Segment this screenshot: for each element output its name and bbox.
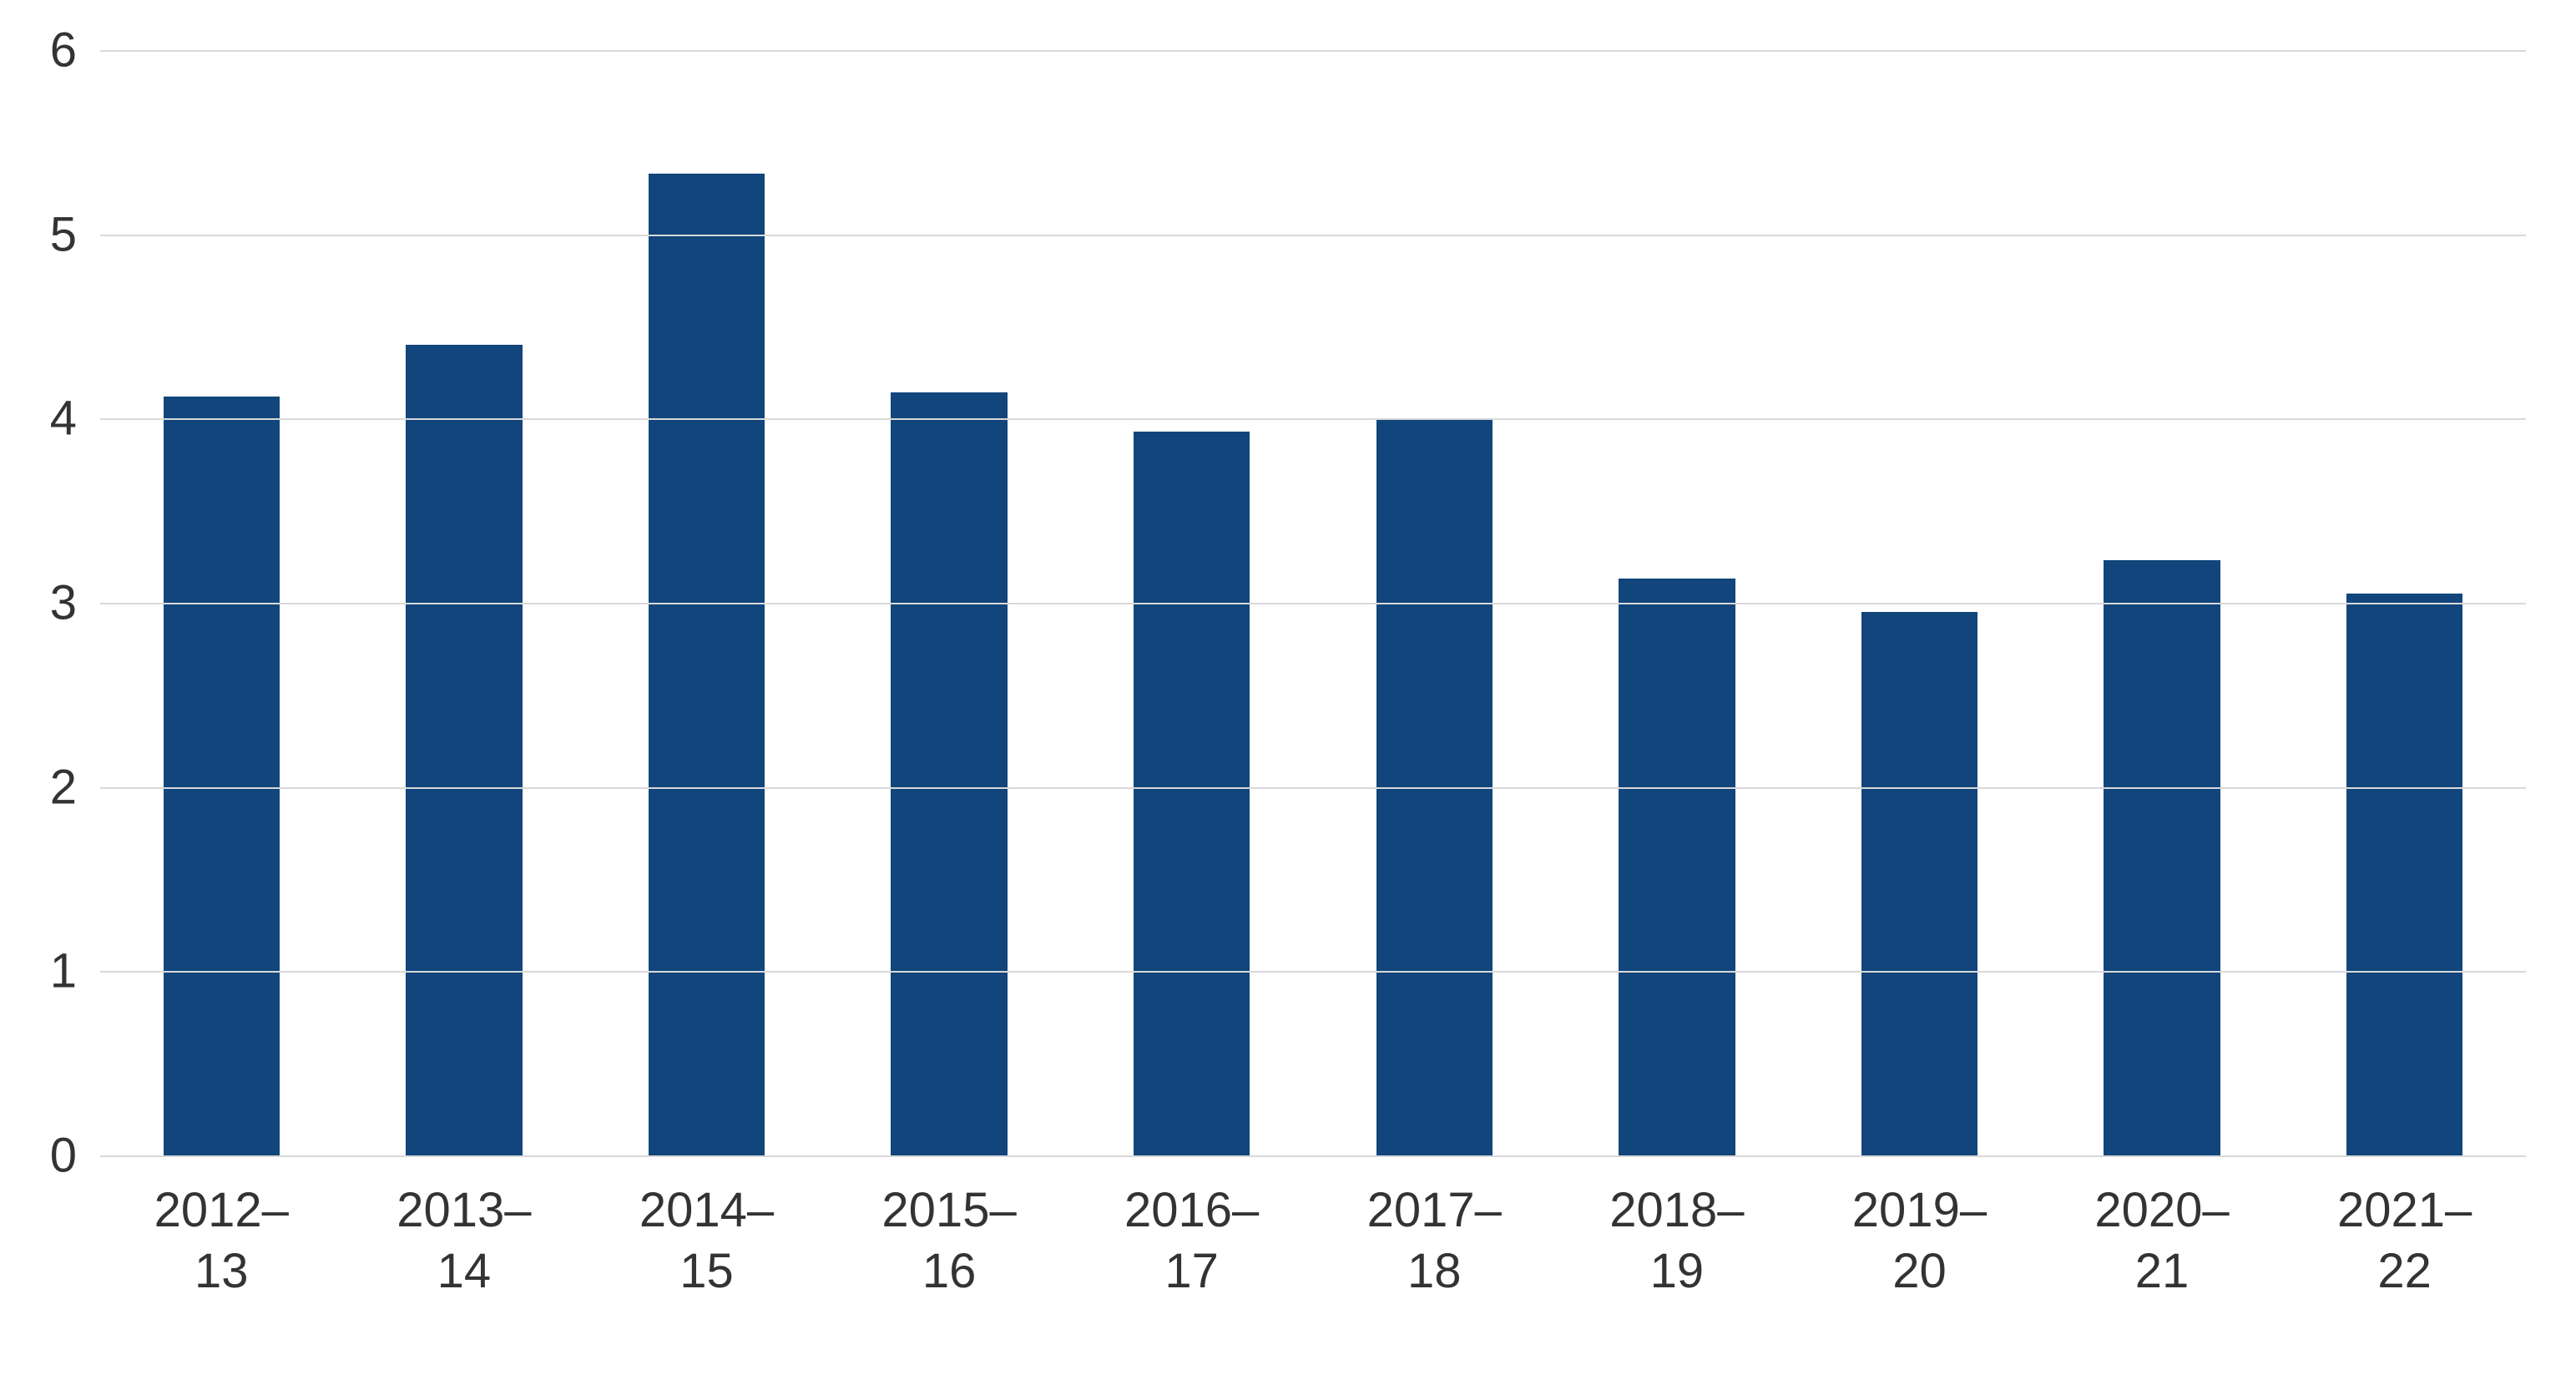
y-tick-label: 0 — [0, 1128, 77, 1184]
gridline — [100, 787, 2526, 789]
gridline — [100, 971, 2526, 973]
bar — [406, 345, 522, 1155]
plot-area — [100, 50, 2526, 1157]
y-tick-label: 6 — [0, 23, 77, 78]
x-tick-label: 2012– 13 — [100, 1180, 343, 1302]
bar — [2346, 594, 2462, 1155]
x-tick-label: 2019– 20 — [1798, 1180, 2041, 1302]
gridline — [100, 418, 2526, 420]
x-tick-label: 2021– 22 — [2283, 1180, 2526, 1302]
gridline — [100, 235, 2526, 236]
x-tick-label: 2018– 19 — [1556, 1180, 1799, 1302]
x-axis-labels: 2012– 132013– 142014– 152015– 162016– 17… — [100, 1180, 2526, 1302]
bar — [164, 397, 280, 1155]
gridline — [100, 603, 2526, 604]
bar — [649, 174, 765, 1155]
x-tick-label: 2013– 14 — [343, 1180, 586, 1302]
y-tick-label: 2 — [0, 759, 77, 815]
gridline — [100, 50, 2526, 52]
bar — [2104, 560, 2220, 1155]
y-tick-label: 3 — [0, 575, 77, 631]
y-tick-label: 5 — [0, 206, 77, 262]
y-tick-label: 4 — [0, 391, 77, 447]
bar — [1861, 612, 1977, 1155]
x-tick-label: 2014– 15 — [585, 1180, 828, 1302]
x-tick-label: 2015– 16 — [828, 1180, 1071, 1302]
y-tick-label: 1 — [0, 943, 77, 999]
bar — [1134, 432, 1250, 1155]
bar — [1619, 579, 1735, 1155]
x-tick-label: 2017– 18 — [1313, 1180, 1556, 1302]
bar-chart: 2012– 132013– 142014– 152015– 162016– 17… — [0, 0, 2576, 1380]
x-tick-label: 2016– 17 — [1070, 1180, 1313, 1302]
x-tick-label: 2020– 21 — [2041, 1180, 2284, 1302]
bar — [891, 392, 1007, 1155]
